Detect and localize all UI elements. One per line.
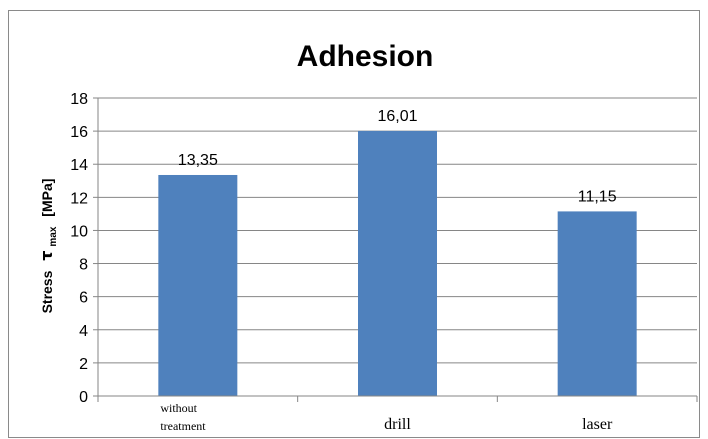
y-axis-ticks: 0 2 4 6 8 10 12 14 16 18 [70,91,98,406]
bar [557,211,637,396]
y-axis-label-subscript: max [48,226,59,246]
y-tick-label: 12 [70,190,88,207]
bars [158,130,637,396]
x-tick-label-line: treatment [160,419,206,433]
x-tick-label: laser [582,416,613,433]
x-tick-label-line: laser [582,416,613,433]
x-tick-label: without treatment [160,401,206,433]
y-tick-label: 6 [79,290,88,307]
chart-title: Adhesion [297,40,434,73]
bar [358,130,437,396]
y-tick-label: 8 [79,257,88,274]
bar [158,174,238,396]
x-tick-label-line: without [160,401,197,415]
y-tick-label: 10 [70,223,88,240]
y-axis-label-unit: [MPa] [39,179,55,217]
y-tick-label: 18 [70,91,88,108]
x-axis: without treatment drill laser [97,395,698,433]
y-tick-label: 16 [70,124,88,141]
y-tick-label: 0 [79,389,88,406]
y-axis-label-symbol: τ [37,251,56,261]
y-tick-label: 14 [70,157,88,174]
x-tick-label-line: drill [384,416,411,433]
x-tick-label: drill [384,416,411,433]
y-tick-label: 2 [79,356,88,373]
data-label: 13,35 [178,152,218,169]
data-labels: 13,35 16,01 11,15 [178,108,617,205]
y-axis-label: Stress τ max [MPa] [37,179,59,314]
y-tick-label: 4 [79,323,88,340]
y-axis-label-prefix: Stress [39,270,55,313]
data-label: 16,01 [377,108,417,125]
data-label: 11,15 [578,188,617,205]
